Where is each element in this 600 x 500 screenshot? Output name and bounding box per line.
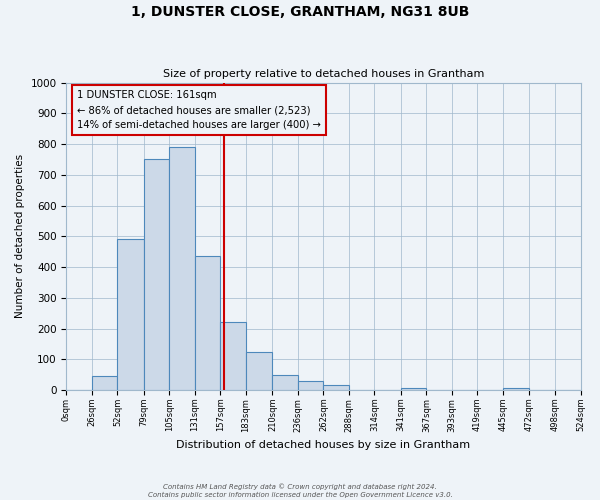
Bar xyxy=(118,240,144,390)
X-axis label: Distribution of detached houses by size in Grantham: Distribution of detached houses by size … xyxy=(176,440,470,450)
Y-axis label: Number of detached properties: Number of detached properties xyxy=(15,154,25,318)
Bar xyxy=(195,256,220,390)
Bar xyxy=(401,388,427,390)
Text: 1, DUNSTER CLOSE, GRANTHAM, NG31 8UB: 1, DUNSTER CLOSE, GRANTHAM, NG31 8UB xyxy=(131,5,469,19)
Text: Contains HM Land Registry data © Crown copyright and database right 2024.
Contai: Contains HM Land Registry data © Crown c… xyxy=(148,484,452,498)
Bar xyxy=(220,322,246,390)
Bar xyxy=(503,388,529,390)
Bar xyxy=(92,376,118,390)
Bar xyxy=(298,381,323,390)
Bar xyxy=(323,386,349,390)
Bar xyxy=(169,147,195,390)
Bar xyxy=(246,352,272,390)
Bar xyxy=(144,160,169,390)
Text: 1 DUNSTER CLOSE: 161sqm
← 86% of detached houses are smaller (2,523)
14% of semi: 1 DUNSTER CLOSE: 161sqm ← 86% of detache… xyxy=(77,90,320,130)
Bar xyxy=(272,374,298,390)
Title: Size of property relative to detached houses in Grantham: Size of property relative to detached ho… xyxy=(163,69,484,79)
